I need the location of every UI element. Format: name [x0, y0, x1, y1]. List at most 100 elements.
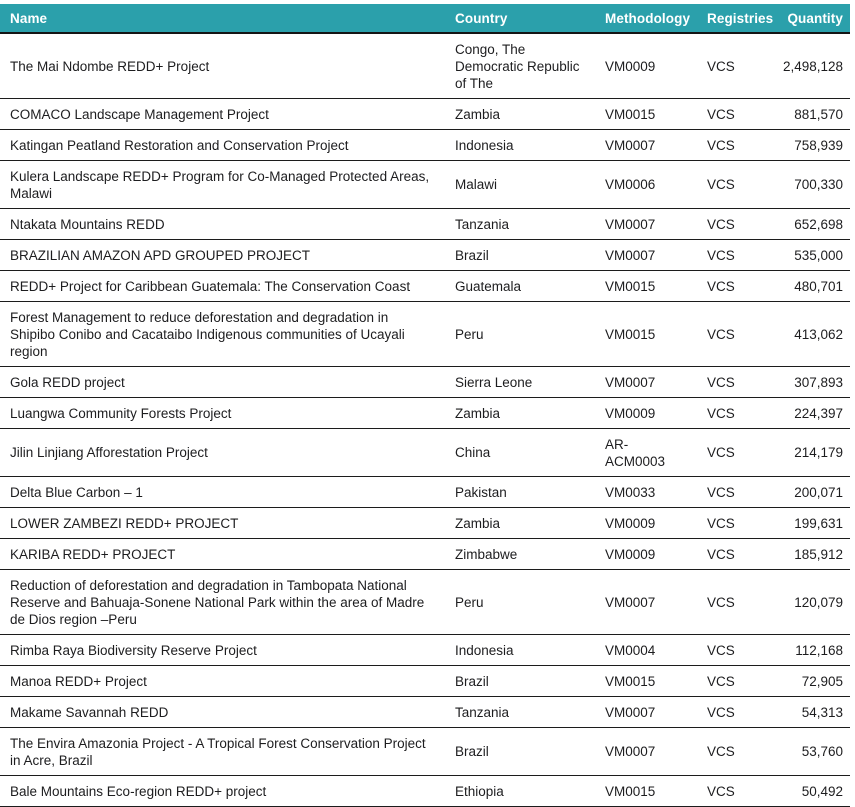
table-row[interactable]: Makame Savannah REDD Tanzania VM0007 VCS…: [0, 696, 850, 728]
cell-project-name: Ntakata Mountains REDD: [0, 208, 445, 240]
cell-methodology: AR-ACM0003: [595, 428, 697, 477]
table-row[interactable]: Delta Blue Carbon – 1 Pakistan VM0033 VC…: [0, 476, 850, 508]
cell-quantity: 54,313: [772, 696, 850, 728]
cell-registries: VCS: [697, 507, 772, 539]
cell-project-name: BRAZILIAN AMAZON APD GROUPED PROJECT: [0, 239, 445, 271]
cell-quantity: 652,698: [772, 208, 850, 240]
cell-country: Brazil: [445, 727, 595, 776]
column-header-registries[interactable]: Registries: [697, 4, 773, 34]
cell-quantity: 413,062: [772, 301, 850, 367]
cell-registries: VCS: [697, 569, 772, 635]
cell-methodology: VM0007: [595, 569, 697, 635]
cell-methodology: VM0015: [595, 270, 697, 302]
cell-country: Peru: [445, 301, 595, 367]
cell-quantity: 185,912: [772, 538, 850, 570]
table-row[interactable]: Reduction of deforestation and degradati…: [0, 569, 850, 635]
cell-country: Zambia: [445, 397, 595, 429]
cell-methodology: VM0015: [595, 301, 697, 367]
cell-quantity: 50,492: [772, 775, 850, 807]
cell-project-name: Reduction of deforestation and degradati…: [0, 569, 445, 635]
cell-methodology: VM0007: [595, 366, 697, 398]
cell-project-name: Gola REDD project: [0, 366, 445, 398]
cell-registries: VCS: [697, 665, 772, 697]
cell-methodology: VM0009: [595, 507, 697, 539]
column-header-methodology[interactable]: Methodology: [595, 4, 697, 34]
column-header-name[interactable]: Name: [0, 4, 445, 34]
table-row[interactable]: Luangwa Community Forests Project Zambia…: [0, 397, 850, 429]
cell-country: Zambia: [445, 98, 595, 130]
cell-country: Malawi: [445, 160, 595, 209]
cell-project-name: The Mai Ndombe REDD+ Project: [0, 33, 445, 99]
cell-quantity: 224,397: [772, 397, 850, 429]
cell-project-name: LOWER ZAMBEZI REDD+ PROJECT: [0, 507, 445, 539]
cell-methodology: VM0033: [595, 476, 697, 508]
cell-quantity: 480,701: [772, 270, 850, 302]
cell-project-name: Katingan Peatland Restoration and Conser…: [0, 129, 445, 161]
table-row[interactable]: Bale Mountains Eco-region REDD+ project …: [0, 775, 850, 807]
table-row[interactable]: Manoa REDD+ Project Brazil VM0015 VCS 72…: [0, 665, 850, 697]
cell-project-name: COMACO Landscape Management Project: [0, 98, 445, 130]
cell-country: Indonesia: [445, 129, 595, 161]
cell-quantity: 112,168: [772, 634, 850, 666]
cell-quantity: 72,905: [772, 665, 850, 697]
cell-registries: VCS: [697, 239, 772, 271]
cell-quantity: 535,000: [772, 239, 850, 271]
cell-quantity: 199,631: [772, 507, 850, 539]
cell-project-name: Manoa REDD+ Project: [0, 665, 445, 697]
cell-country: Brazil: [445, 665, 595, 697]
cell-project-name: Makame Savannah REDD: [0, 696, 445, 728]
table-row[interactable]: Kulera Landscape REDD+ Program for Co-Ma…: [0, 160, 850, 209]
cell-project-name: Delta Blue Carbon – 1: [0, 476, 445, 508]
table-row[interactable]: The Mai Ndombe REDD+ Project Congo, The …: [0, 33, 850, 99]
cell-registries: VCS: [697, 727, 772, 776]
cell-country: Indonesia: [445, 634, 595, 666]
cell-registries: VCS: [697, 301, 772, 367]
table-row[interactable]: REDD+ Project for Caribbean Guatemala: T…: [0, 270, 850, 302]
cell-project-name: Rimba Raya Biodiversity Reserve Project: [0, 634, 445, 666]
cell-country: Zambia: [445, 507, 595, 539]
cell-country: Sierra Leone: [445, 366, 595, 398]
table-row[interactable]: Katingan Peatland Restoration and Conser…: [0, 129, 850, 161]
cell-registries: VCS: [697, 98, 772, 130]
table-row[interactable]: Rimba Raya Biodiversity Reserve Project …: [0, 634, 850, 666]
cell-methodology: VM0007: [595, 208, 697, 240]
cell-methodology: VM0007: [595, 129, 697, 161]
cell-registries: VCS: [697, 476, 772, 508]
cell-country: Brazil: [445, 239, 595, 271]
cell-country: Tanzania: [445, 208, 595, 240]
table-row[interactable]: Gola REDD project Sierra Leone VM0007 VC…: [0, 366, 850, 398]
table-row[interactable]: COMACO Landscape Management Project Zamb…: [0, 98, 850, 130]
projects-table-page: Name Country Methodology Registries Quan…: [0, 4, 850, 807]
table-row[interactable]: KARIBA REDD+ PROJECT Zimbabwe VM0009 VCS…: [0, 538, 850, 570]
cell-project-name: Bale Mountains Eco-region REDD+ project: [0, 775, 445, 807]
table-row[interactable]: Jilin Linjiang Afforestation Project Chi…: [0, 428, 850, 477]
table-row[interactable]: The Envira Amazonia Project - A Tropical…: [0, 727, 850, 776]
table-row[interactable]: Ntakata Mountains REDD Tanzania VM0007 V…: [0, 208, 850, 240]
cell-methodology: VM0009: [595, 538, 697, 570]
cell-quantity: 214,179: [772, 428, 850, 477]
table-row[interactable]: LOWER ZAMBEZI REDD+ PROJECT Zambia VM000…: [0, 507, 850, 539]
cell-country: Guatemala: [445, 270, 595, 302]
cell-registries: VCS: [697, 397, 772, 429]
cell-project-name: Forest Management to reduce deforestatio…: [0, 301, 445, 367]
cell-country: Ethiopia: [445, 775, 595, 807]
cell-methodology: VM0007: [595, 696, 697, 728]
cell-project-name: Kulera Landscape REDD+ Program for Co-Ma…: [0, 160, 445, 209]
column-header-quantity[interactable]: Quantity: [772, 4, 850, 34]
table-row[interactable]: BRAZILIAN AMAZON APD GROUPED PROJECT Bra…: [0, 239, 850, 271]
cell-methodology: VM0015: [595, 665, 697, 697]
cell-registries: VCS: [697, 366, 772, 398]
cell-quantity: 120,079: [772, 569, 850, 635]
cell-registries: VCS: [697, 538, 772, 570]
projects-table: Name Country Methodology Registries Quan…: [0, 4, 850, 807]
table-row[interactable]: Forest Management to reduce deforestatio…: [0, 301, 850, 367]
cell-quantity: 700,330: [772, 160, 850, 209]
cell-registries: VCS: [697, 129, 772, 161]
table-body: The Mai Ndombe REDD+ Project Congo, The …: [0, 33, 850, 807]
cell-country: China: [445, 428, 595, 477]
cell-project-name: Jilin Linjiang Afforestation Project: [0, 428, 445, 477]
cell-quantity: 758,939: [772, 129, 850, 161]
cell-country: Peru: [445, 569, 595, 635]
cell-project-name: Luangwa Community Forests Project: [0, 397, 445, 429]
column-header-country[interactable]: Country: [445, 4, 595, 34]
